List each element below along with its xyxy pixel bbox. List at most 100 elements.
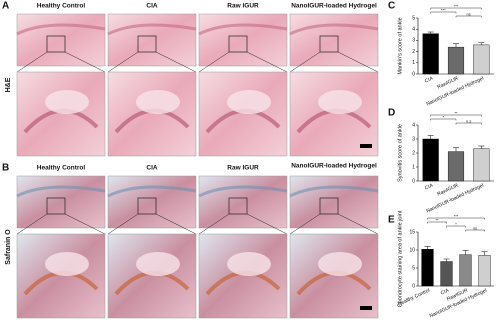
column-header: CIA xyxy=(146,3,158,10)
bone xyxy=(318,90,362,114)
bar xyxy=(447,46,465,75)
significance-label: ns xyxy=(467,12,471,17)
detail-image xyxy=(198,71,288,157)
overview-image xyxy=(16,13,106,67)
bar xyxy=(422,33,439,75)
y-tick-label: 4 xyxy=(412,122,415,128)
zoom-line xyxy=(155,213,197,235)
zoom-line xyxy=(64,213,106,235)
overview-image xyxy=(198,175,288,229)
zoom-line xyxy=(246,51,288,73)
overview-image xyxy=(16,175,106,229)
overview-image xyxy=(289,13,379,67)
tissue xyxy=(16,185,106,198)
zoom-box xyxy=(46,35,66,53)
zoom-box xyxy=(137,35,157,53)
bone xyxy=(227,90,271,114)
zoom-line xyxy=(16,51,48,73)
significance-bracket xyxy=(446,225,466,228)
panel-label: C xyxy=(388,1,395,12)
y-tick-label: 2 xyxy=(412,150,415,156)
significance-bracket xyxy=(430,11,457,14)
panel-label: E xyxy=(388,215,395,226)
column-header: Raw IGUR xyxy=(227,3,259,10)
tissue xyxy=(107,23,197,36)
significance-bracket xyxy=(427,217,485,220)
zoom-box xyxy=(137,197,157,215)
y-tick-label: 1 xyxy=(412,60,415,66)
zoom-box xyxy=(319,35,339,53)
detail-image xyxy=(16,233,106,319)
tissue xyxy=(289,23,379,36)
tissue xyxy=(107,185,197,198)
detail-image xyxy=(107,233,197,319)
y-tick-label: 3 xyxy=(412,136,415,142)
zoom-box xyxy=(46,197,66,215)
bone xyxy=(136,90,180,114)
significance-bracket xyxy=(430,118,457,121)
overview-image xyxy=(289,175,379,229)
zoom-line xyxy=(198,51,230,73)
significance-bracket xyxy=(455,122,482,125)
y-tick-label: 1 xyxy=(412,164,415,170)
tissue xyxy=(16,23,106,36)
detail-image xyxy=(289,71,379,157)
detail-image xyxy=(16,71,106,157)
bar xyxy=(447,151,465,182)
significance-label: ns xyxy=(473,226,477,231)
significance-label: ** xyxy=(454,111,458,116)
significance-label: * xyxy=(443,115,445,120)
zoom-line xyxy=(337,213,379,235)
scale-bar xyxy=(360,306,372,310)
column-header: Raw IGUR xyxy=(227,165,259,172)
bone xyxy=(318,252,362,276)
x-tick-label: CIA xyxy=(424,75,435,84)
stain-label: H&E xyxy=(5,77,12,92)
zoom-line xyxy=(289,51,321,73)
bone xyxy=(45,252,89,276)
y-tick-label: 10 xyxy=(409,247,415,253)
y-tick-label: 3 xyxy=(412,38,415,44)
column-header: Healthy Control xyxy=(37,165,86,172)
y-axis-label: Chondrocyte staining area of ankle joint xyxy=(397,210,403,307)
column-header: Healthy Control xyxy=(37,3,86,10)
zoom-box xyxy=(228,35,248,53)
y-axis-label: Synovitis score of ankle xyxy=(397,124,403,182)
zoom-line xyxy=(198,213,230,235)
zoom-line xyxy=(16,213,48,235)
tissue xyxy=(198,185,288,198)
zoom-line xyxy=(64,51,106,73)
significance-label: * xyxy=(455,222,457,227)
detail-image xyxy=(107,71,197,157)
y-tick-label: 2 xyxy=(412,49,415,55)
y-tick-label: 15 xyxy=(409,229,415,235)
zoom-line xyxy=(337,51,379,73)
significance-bracket xyxy=(455,15,482,18)
y-tick-label: 0 xyxy=(412,71,415,77)
bar xyxy=(473,44,490,75)
y-tick-label: 0 xyxy=(412,283,415,289)
detail-image xyxy=(198,233,288,319)
bone xyxy=(136,252,180,276)
y-axis-label: Mankin's score of ankle xyxy=(397,17,403,74)
bone xyxy=(45,90,89,114)
detail-image xyxy=(289,233,379,319)
tissue xyxy=(198,23,288,36)
y-tick-label: 5 xyxy=(412,265,415,271)
bar xyxy=(473,148,490,182)
significance-label: ** xyxy=(435,218,439,223)
bar xyxy=(440,261,453,287)
zoom-box xyxy=(319,197,339,215)
y-tick-label: 5 xyxy=(412,15,415,21)
panel-label: A xyxy=(2,1,9,12)
panel-label: B xyxy=(2,163,9,174)
significance-label: *** xyxy=(441,8,446,13)
zoom-box xyxy=(228,197,248,215)
x-tick-label: CIA xyxy=(440,287,451,296)
overview-image xyxy=(107,13,197,67)
significance-label: *** xyxy=(454,4,459,9)
column-header: NanoIGUR-loaded Hydrogel xyxy=(291,163,377,170)
overview-image xyxy=(198,13,288,67)
significance-bracket xyxy=(427,221,447,224)
